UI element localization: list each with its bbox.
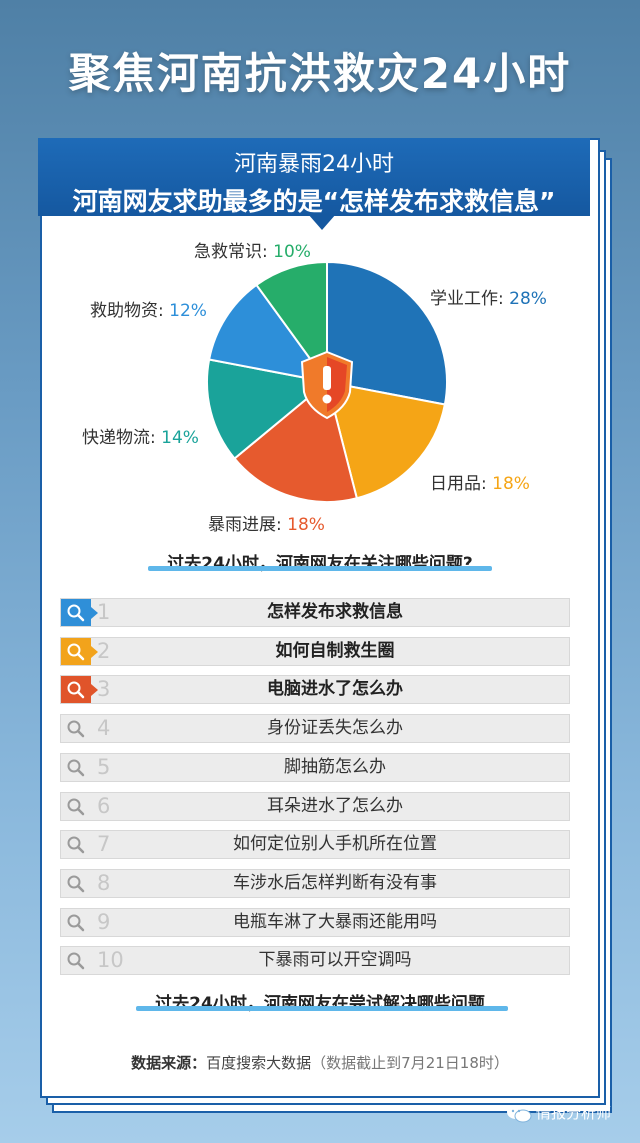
pie-label-rain-progress: 暴雨进展: 18% xyxy=(208,510,325,535)
question-row: 2 如何自制救生圈 xyxy=(60,636,570,666)
pie-slice-first-aid xyxy=(255,260,328,386)
pie-label-pct: 18% xyxy=(287,515,325,535)
question-text: 电脑进水了怎么办 xyxy=(267,679,403,700)
search-badge xyxy=(61,637,98,665)
question-rank: 3 xyxy=(97,677,111,702)
search-badge xyxy=(61,947,91,974)
question-rank: 2 xyxy=(97,638,111,663)
question-row: 9 电瓶车淋了大暴雨还能用吗 xyxy=(60,907,570,937)
watermark-text: 情报分析师 xyxy=(536,1104,612,1122)
question-text: 下暴雨可以开空调吗 xyxy=(258,950,412,971)
search-icon xyxy=(67,720,85,738)
pie-chart xyxy=(206,260,448,503)
question-rank: 9 xyxy=(97,909,111,934)
search-icon xyxy=(67,875,85,893)
badge-arrow xyxy=(91,645,98,658)
search-icon xyxy=(67,643,85,660)
section-underline xyxy=(136,1006,508,1011)
pie-label-pct: 10% xyxy=(273,242,311,262)
pie-label-relief-supplies: 救助物资: 12% xyxy=(90,296,207,321)
banner-pointer xyxy=(308,214,336,230)
question-text: 脚抽筋怎么办 xyxy=(284,756,386,777)
search-icon xyxy=(67,952,85,970)
pie-label-pct: 18% xyxy=(492,474,530,494)
pie-label-study-work: 学业工作: 28% xyxy=(430,284,547,309)
pie-label-text: 快递物流: xyxy=(82,428,156,448)
search-icon xyxy=(67,798,85,815)
question-rank: 6 xyxy=(97,793,111,818)
pie-label-text: 救助物资: xyxy=(90,301,164,321)
search-badge xyxy=(61,909,91,936)
search-icon xyxy=(67,836,85,854)
search-badge xyxy=(61,676,98,704)
pie-slice-study-work xyxy=(326,260,448,406)
question-rank: 5 xyxy=(97,754,111,779)
header-banner: 河南暴雨24小时 河南网友求助最多的是“怎样发布求救信息” xyxy=(38,138,590,216)
question-text: 车涉水后怎样判断有没有事 xyxy=(233,872,437,893)
search-badge xyxy=(61,870,91,897)
search-badge xyxy=(61,831,91,858)
question-row: 5 脚抽筋怎么办 xyxy=(60,752,570,782)
pie-slice-express-logistics xyxy=(206,358,330,460)
data-source: 数据来源：百度搜索大数据（数据截止到7月21日18时） xyxy=(0,1052,640,1073)
section-underline xyxy=(148,566,492,571)
badge-arrow xyxy=(91,607,98,619)
question-rank: 7 xyxy=(97,832,111,857)
banner-headline: 河南网友求助最多的是“怎样发布求救信息” xyxy=(72,187,556,216)
pie-label-pct: 14% xyxy=(161,428,199,448)
question-row: 7 如何定位别人手机所在位置 xyxy=(60,830,570,860)
search-icon xyxy=(67,759,85,777)
source-label: 数据来源： xyxy=(131,1054,207,1072)
pie-label-pct: 12% xyxy=(169,301,207,321)
question-rank: 8 xyxy=(97,870,111,895)
search-icon xyxy=(67,681,85,699)
search-badge xyxy=(61,754,91,781)
page-title: 聚焦河南抗洪救灾24小时 xyxy=(68,49,572,98)
question-row: 6 耳朵进水了怎么办 xyxy=(60,791,570,821)
pie-label-express-logistics: 快递物流: 14% xyxy=(82,423,199,448)
pie-slice-relief-supplies xyxy=(207,283,330,384)
alert-shield-icon xyxy=(300,350,354,420)
question-row: 4 身份证丢失怎么办 xyxy=(60,714,570,744)
source-note: （数据截止到7月21日18时） xyxy=(311,1054,509,1072)
banner-subtitle: 河南暴雨24小时 xyxy=(234,152,394,177)
question-text: 怎样发布求救信息 xyxy=(267,602,403,622)
pie-label-text: 急救常识: xyxy=(194,242,268,262)
question-text: 如何自制救生圈 xyxy=(275,640,395,661)
search-badge xyxy=(61,715,91,742)
search-badge xyxy=(61,793,91,820)
question-row: 8 车涉水后怎样判断有没有事 xyxy=(60,868,570,898)
wechat-icon xyxy=(507,1105,532,1123)
question-row: 10 下暴雨可以开空调吗 xyxy=(60,946,570,976)
question-rank: 10 xyxy=(97,948,124,973)
pie-label-text: 日用品: xyxy=(430,474,487,494)
question-rank: 1 xyxy=(97,600,111,624)
pie-label-daily-goods: 日用品: 18% xyxy=(430,469,530,494)
question-row: 1 怎样发布求救信息 xyxy=(60,598,570,627)
pie-label-pct: 28% xyxy=(509,289,547,309)
pie-label-first-aid: 急救常识: 10% xyxy=(194,237,311,262)
search-icon xyxy=(67,604,85,622)
question-text: 耳朵进水了怎么办 xyxy=(267,795,403,816)
pie-label-text: 暴雨进展: xyxy=(208,515,282,535)
question-rank: 4 xyxy=(97,716,111,741)
question-text: 如何定位别人手机所在位置 xyxy=(233,834,437,855)
watermark: 情报分析师 xyxy=(502,1100,632,1126)
question-row: 3 电脑进水了怎么办 xyxy=(60,675,570,705)
pie-label-text: 学业工作: xyxy=(430,289,504,309)
question-text: 身份证丢失怎么办 xyxy=(267,718,403,739)
badge-arrow xyxy=(91,684,98,697)
search-badge xyxy=(61,599,98,626)
source-value: 百度搜索大数据 xyxy=(206,1054,312,1072)
pie-slice-daily-goods xyxy=(325,380,447,500)
question-text: 电瓶车淋了大暴雨还能用吗 xyxy=(233,911,437,932)
search-icon xyxy=(67,914,85,931)
